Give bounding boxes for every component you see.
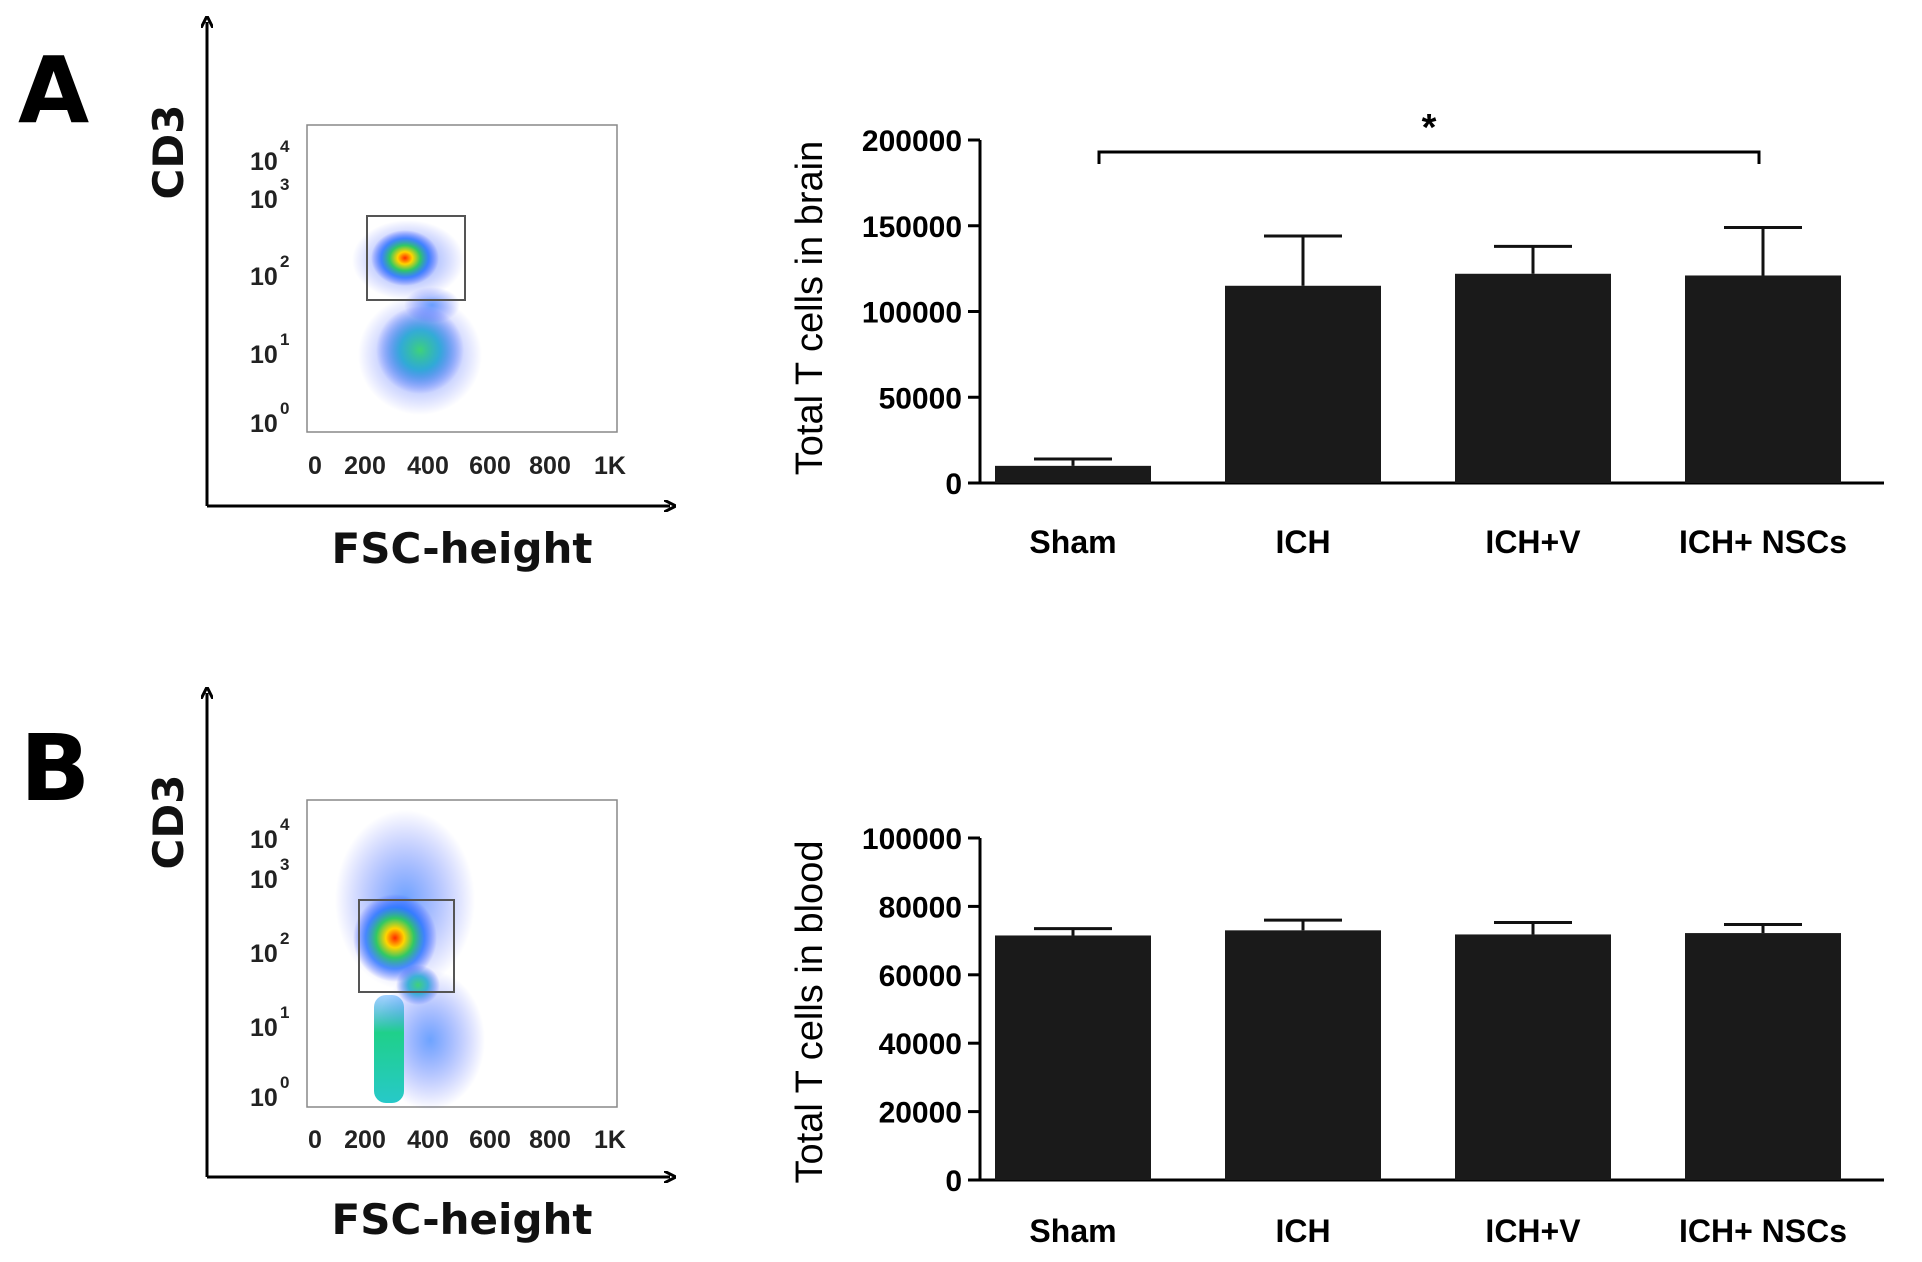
chart-b-bar-3	[1685, 933, 1841, 1180]
chart-b-category-label-0: Sham	[1029, 1213, 1116, 1249]
chart-b-ytick-label-5: 100000	[862, 823, 962, 856]
flow-b-yexp-4: 4	[280, 815, 290, 834]
chart-a-ytick-label-1: 50000	[879, 382, 962, 415]
flow-b-yexp-0: 0	[280, 1073, 289, 1092]
panel-a-flow-plot: CD3 FSC-height 10 0 10 1 10 2 10 3 10	[144, 22, 670, 573]
chart-a-category-label-2: ICH+V	[1485, 524, 1581, 560]
flow-a-xtick-1: 200	[344, 452, 386, 480]
chart-b-bar-0	[995, 935, 1151, 1180]
chart-b-ytick-label-0: 0	[945, 1165, 962, 1198]
flow-b-ytick-2: 10	[250, 940, 278, 968]
chart-b-ylabel: Total T cells in blood	[789, 841, 831, 1184]
flow-b-y-ticks: 10 0 10 1 10 2 10 3 10 4	[250, 815, 290, 1112]
panel-b-letter: B	[20, 715, 90, 822]
chart-a-ytick-label-2: 100000	[862, 297, 962, 330]
chart-a-category-label-1: ICH	[1275, 524, 1330, 560]
flow-a-yexp-1: 1	[280, 330, 289, 349]
chart-a-ylabel: Total T cells in brain	[789, 141, 831, 475]
chart-a-bar-2	[1455, 273, 1611, 483]
flow-a-ytick-2: 10	[250, 263, 278, 291]
flow-b-ytick-1: 10	[250, 1014, 278, 1042]
flow-a-x-axis-label: FSC-height	[332, 524, 593, 573]
flow-b-x-axis-label: FSC-height	[332, 1195, 593, 1244]
chart-a-ytick-label-0: 0	[945, 468, 962, 501]
flow-a-ytick-1: 10	[250, 341, 278, 369]
flow-a-y-axis-label: CD3	[144, 105, 193, 200]
flow-a-yexp-3: 3	[280, 175, 289, 194]
flow-b-xtick-3: 600	[469, 1126, 511, 1154]
chart-a-category-label-0: Sham	[1029, 524, 1116, 560]
chart-b-bar-2	[1455, 934, 1611, 1180]
flow-a-y-ticks: 10 0 10 1 10 2 10 3 10 4	[250, 137, 290, 438]
flow-a-gate	[366, 215, 466, 301]
flow-b-xtick-0: 0	[308, 1126, 322, 1154]
panel-b-flow-plot: CD3 FSC-height 10 0 10 1 10 2 10 3 10	[144, 693, 670, 1244]
chart-a-bar-1	[1225, 285, 1381, 483]
flow-a-xtick-5: 1K	[594, 452, 626, 480]
panel-a: A CD3 FSC-height 10 0 10 1 10 2	[18, 22, 1884, 573]
flow-a-density	[352, 220, 482, 415]
chart-b-ytick-label-1: 20000	[879, 1097, 962, 1130]
chart-a-bar-0	[995, 465, 1151, 483]
flow-a-ytick-0: 10	[250, 410, 278, 438]
flow-b-gate	[358, 899, 455, 993]
chart-b-bar-1	[1225, 930, 1381, 1180]
chart-b-ytick-label-4: 80000	[879, 891, 962, 924]
panel-b: B CD3 FSC-height 10 0 10 1 10 2	[20, 693, 1884, 1249]
chart-b-category-label-2: ICH+V	[1485, 1213, 1581, 1249]
flow-b-y-axis-label: CD3	[144, 775, 193, 870]
flow-b-xtick-5: 1K	[594, 1126, 626, 1154]
chart-a-bar-3	[1685, 275, 1841, 483]
flow-a-ytick-3: 10	[250, 186, 278, 214]
flow-a-yexp-4: 4	[280, 137, 290, 156]
flow-b-ytick-4: 10	[250, 826, 278, 854]
panel-a-letter: A	[18, 37, 89, 144]
flow-b-yexp-3: 3	[280, 855, 289, 874]
chart-b-category-label-1: ICH	[1275, 1213, 1330, 1249]
chart-a-category-label-3: ICH+ NSCs	[1679, 524, 1847, 560]
flow-a-xtick-0: 0	[308, 452, 322, 480]
flow-a-yexp-2: 2	[280, 252, 289, 271]
chart-b-ytick-label-2: 40000	[879, 1028, 962, 1061]
panel-b-bar-chart: Total T cells in blood 0 20000 40000 60000 8…	[789, 823, 1884, 1249]
flow-a-xtick-4: 800	[529, 452, 571, 480]
flow-a-ytick-4: 10	[250, 148, 278, 176]
flow-a-yexp-0: 0	[280, 399, 289, 418]
flow-b-ytick-3: 10	[250, 866, 278, 894]
panel-a-bar-chart: Total T cells in brain 0 50000 100000 15000…	[789, 107, 1884, 560]
flow-b-yexp-2: 2	[280, 929, 289, 948]
flow-b-x-ticks: 0 200 400 600 800 1K	[308, 1126, 626, 1154]
chart-a-ytick-label-3: 150000	[862, 211, 962, 244]
flow-b-xtick-1: 200	[344, 1126, 386, 1154]
flow-a-xtick-2: 400	[407, 452, 449, 480]
chart-b-ytick-label-3: 60000	[879, 960, 962, 993]
chart-a-ytick-label-4: 200000	[862, 125, 962, 158]
flow-b-xtick-2: 400	[407, 1126, 449, 1154]
flow-b-ytick-0: 10	[250, 1084, 278, 1112]
flow-b-xtick-4: 800	[529, 1126, 571, 1154]
chart-b-category-label-3: ICH+ NSCs	[1679, 1213, 1847, 1249]
flow-b-yexp-1: 1	[280, 1003, 289, 1022]
flow-a-xtick-3: 600	[469, 452, 511, 480]
flow-a-x-ticks: 0 200 400 600 800 1K	[308, 452, 626, 480]
chart-a-significance-bracket	[1097, 150, 1761, 164]
chart-a-significance-label: *	[1422, 107, 1437, 149]
